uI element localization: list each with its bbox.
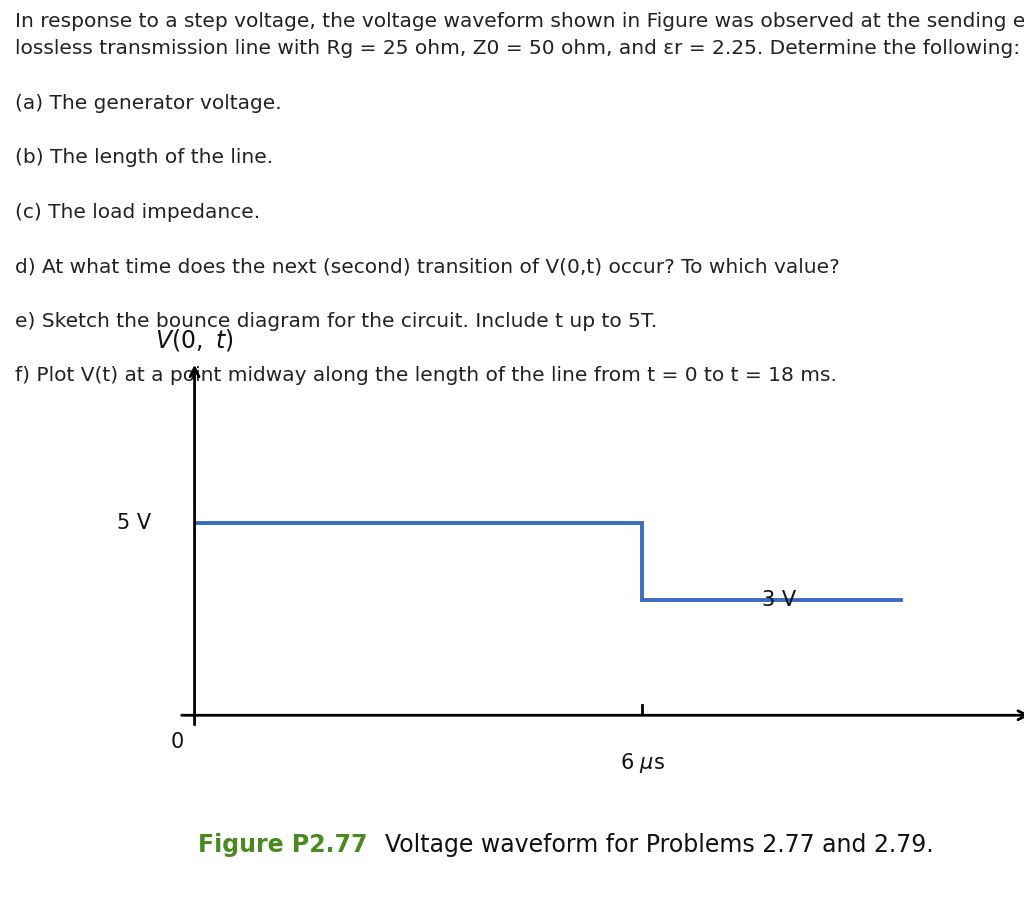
- Text: In response to a step voltage, the voltage waveform shown in Figure was observed: In response to a step voltage, the volta…: [15, 12, 1024, 385]
- Text: Figure P2.77: Figure P2.77: [199, 834, 368, 857]
- Text: 6 $\mu$s: 6 $\mu$s: [620, 751, 665, 775]
- Text: 0: 0: [171, 732, 184, 752]
- Text: $\it{V}$$(0,\ \it{t})$: $\it{V}$$(0,\ \it{t})$: [156, 326, 233, 353]
- Text: 3 V: 3 V: [762, 590, 796, 610]
- Text: 5 V: 5 V: [118, 514, 152, 534]
- Text: Voltage waveform for Problems 2.77 and 2.79.: Voltage waveform for Problems 2.77 and 2…: [370, 834, 933, 857]
